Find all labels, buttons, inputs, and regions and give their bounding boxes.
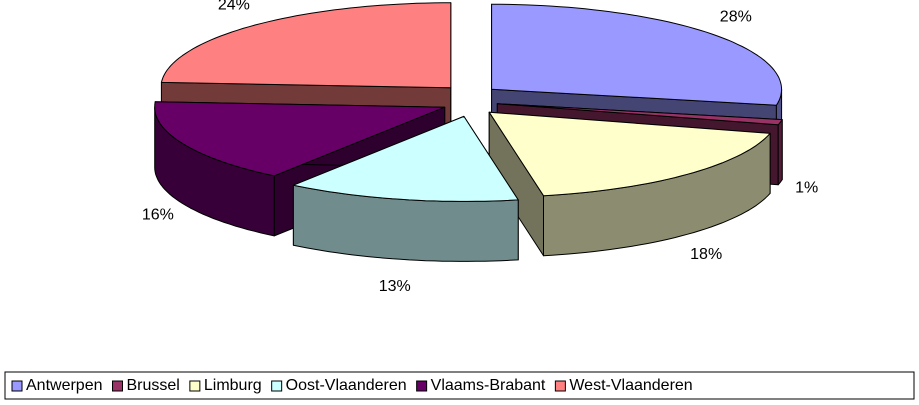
legend-label: Limburg: [204, 377, 262, 394]
slice: [160, 2, 452, 89]
legend-swatch: [416, 380, 428, 392]
legend-label: West-Vlaanderen: [569, 377, 692, 394]
legend-swatch: [271, 380, 283, 392]
legend-label: Vlaams-Brabant: [431, 377, 546, 394]
slice: [488, 111, 771, 197]
slice-wall: [777, 119, 783, 186]
legend-swatch: [189, 380, 201, 392]
data-label: 24%: [218, 0, 250, 13]
slice: [496, 103, 783, 126]
legend-swatch: [112, 380, 123, 392]
slice: [154, 101, 446, 177]
data-label: 16%: [142, 207, 174, 224]
data-label: 13%: [379, 278, 411, 295]
legend-label: Oost-Vlaanderen: [286, 377, 407, 394]
legend-label: Antwerpen: [26, 377, 103, 394]
legend-swatch: [11, 380, 23, 392]
data-label: 18%: [690, 246, 722, 263]
legend-box: [4, 371, 915, 400]
legend-swatch: [554, 380, 566, 392]
slice: [292, 115, 519, 202]
legend-label: Brussel: [127, 377, 180, 394]
data-label: 28%: [720, 8, 752, 25]
slice: [491, 3, 783, 106]
pie: [154, 2, 783, 262]
data-label: 1%: [795, 180, 818, 197]
